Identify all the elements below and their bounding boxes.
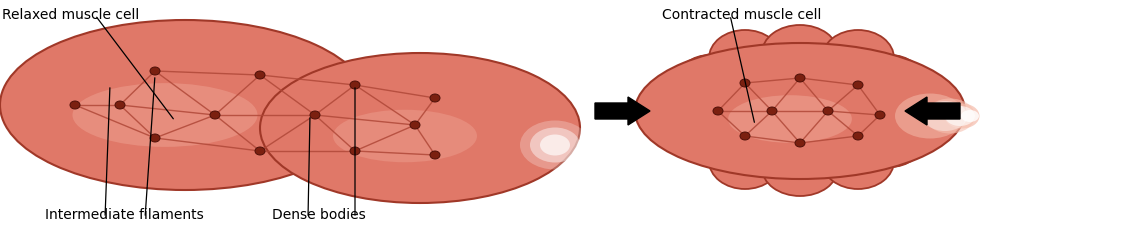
Ellipse shape [677, 112, 743, 164]
Ellipse shape [857, 55, 923, 107]
Ellipse shape [430, 151, 440, 159]
Ellipse shape [875, 111, 885, 119]
Text: Dense bodies: Dense bodies [272, 208, 366, 222]
Ellipse shape [410, 121, 420, 129]
Ellipse shape [854, 81, 863, 89]
Ellipse shape [333, 110, 477, 162]
Ellipse shape [762, 140, 838, 196]
Ellipse shape [635, 43, 965, 179]
Ellipse shape [960, 110, 978, 122]
Ellipse shape [72, 83, 258, 147]
Ellipse shape [762, 25, 838, 81]
Ellipse shape [767, 107, 777, 115]
Text: Intermediate filaments: Intermediate filaments [45, 208, 204, 222]
Text: Relaxed muscle cell: Relaxed muscle cell [2, 8, 140, 22]
Ellipse shape [740, 132, 750, 140]
Ellipse shape [350, 81, 360, 89]
Ellipse shape [0, 20, 370, 190]
Ellipse shape [254, 71, 265, 79]
Ellipse shape [900, 91, 960, 139]
Ellipse shape [254, 147, 265, 155]
Ellipse shape [530, 127, 580, 162]
Ellipse shape [70, 101, 80, 109]
Ellipse shape [150, 67, 160, 75]
Ellipse shape [645, 87, 705, 135]
Ellipse shape [922, 101, 967, 131]
Ellipse shape [713, 107, 723, 115]
Ellipse shape [945, 103, 980, 129]
Ellipse shape [854, 132, 863, 140]
FancyArrow shape [595, 97, 650, 125]
Ellipse shape [822, 30, 894, 86]
Ellipse shape [260, 53, 580, 203]
Text: Contracted muscle cell: Contracted muscle cell [662, 8, 821, 22]
Ellipse shape [150, 134, 160, 142]
Ellipse shape [822, 133, 894, 189]
Ellipse shape [795, 139, 805, 147]
Ellipse shape [823, 107, 833, 115]
Ellipse shape [740, 79, 750, 87]
Ellipse shape [709, 30, 781, 86]
Ellipse shape [350, 147, 360, 155]
Ellipse shape [729, 95, 852, 143]
Ellipse shape [115, 101, 125, 109]
Ellipse shape [857, 115, 923, 167]
Ellipse shape [211, 111, 220, 119]
Ellipse shape [795, 74, 805, 82]
FancyArrow shape [905, 97, 960, 125]
Ellipse shape [677, 55, 743, 107]
Ellipse shape [310, 111, 320, 119]
Ellipse shape [709, 133, 781, 189]
Ellipse shape [430, 94, 440, 102]
Ellipse shape [945, 106, 975, 126]
Ellipse shape [520, 120, 590, 169]
Ellipse shape [540, 134, 570, 155]
Ellipse shape [924, 99, 975, 134]
Ellipse shape [895, 93, 965, 138]
